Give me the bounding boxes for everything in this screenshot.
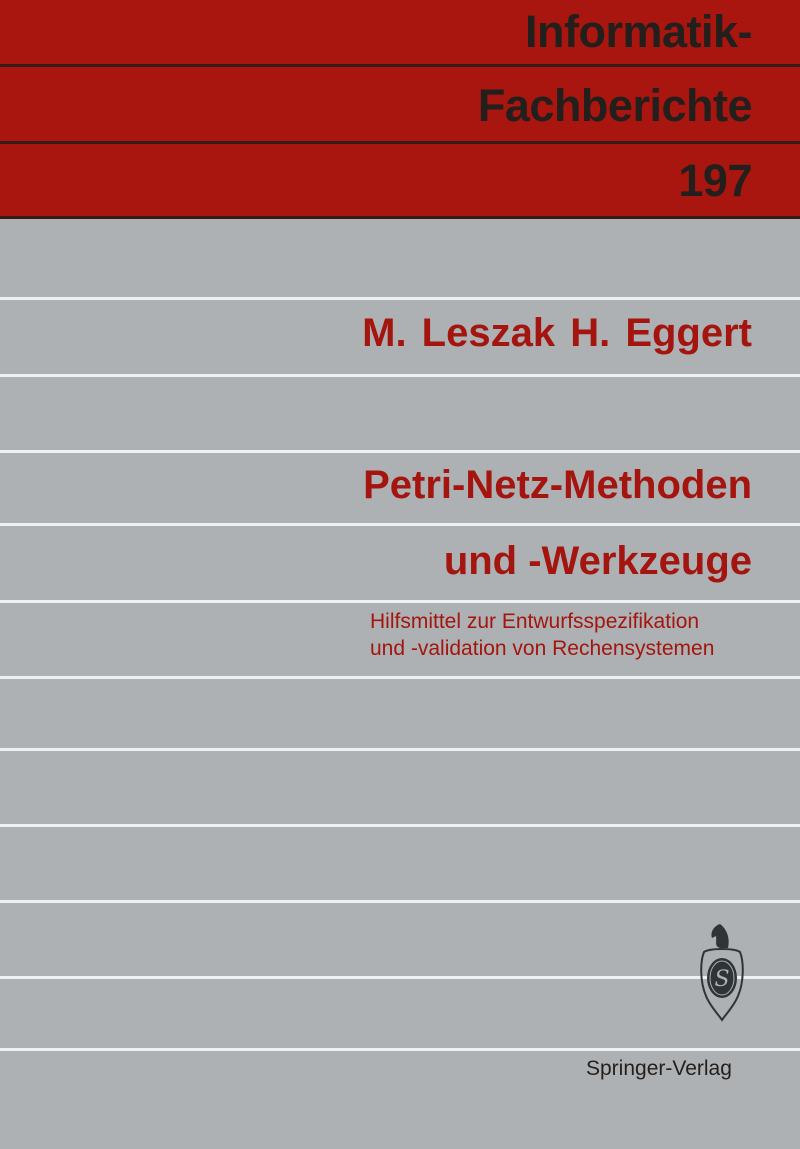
divider — [0, 976, 800, 979]
divider — [0, 900, 800, 903]
divider — [0, 216, 800, 219]
divider — [0, 1048, 800, 1051]
subtitle-line2: und -validation von Rechensystemen — [370, 637, 715, 660]
divider — [0, 600, 800, 603]
springer-knight-logo-icon: S — [700, 924, 744, 1022]
divider — [0, 450, 800, 453]
divider — [0, 676, 800, 679]
subtitle-line1: Hilfsmittel zur Entwurfsspezifikation — [370, 610, 700, 633]
svg-text:S: S — [714, 967, 729, 992]
publisher-name: Springer-Verlag — [586, 1057, 732, 1080]
title-line1: Petri-Netz-Methoden — [363, 463, 752, 507]
divider — [0, 523, 800, 526]
divider — [0, 141, 800, 144]
divider — [0, 374, 800, 377]
series-name-line1: Informatik- — [524, 6, 753, 57]
series-band — [0, 0, 800, 217]
divider — [0, 64, 800, 67]
divider — [0, 748, 800, 751]
series-name-line2: Fachberichte — [477, 80, 753, 131]
divider — [0, 297, 800, 300]
authors: M. Leszak H. Eggert — [362, 311, 752, 355]
volume-number: 197 — [678, 155, 752, 206]
divider — [0, 824, 800, 827]
title-line2: und -Werkzeuge — [443, 539, 752, 583]
